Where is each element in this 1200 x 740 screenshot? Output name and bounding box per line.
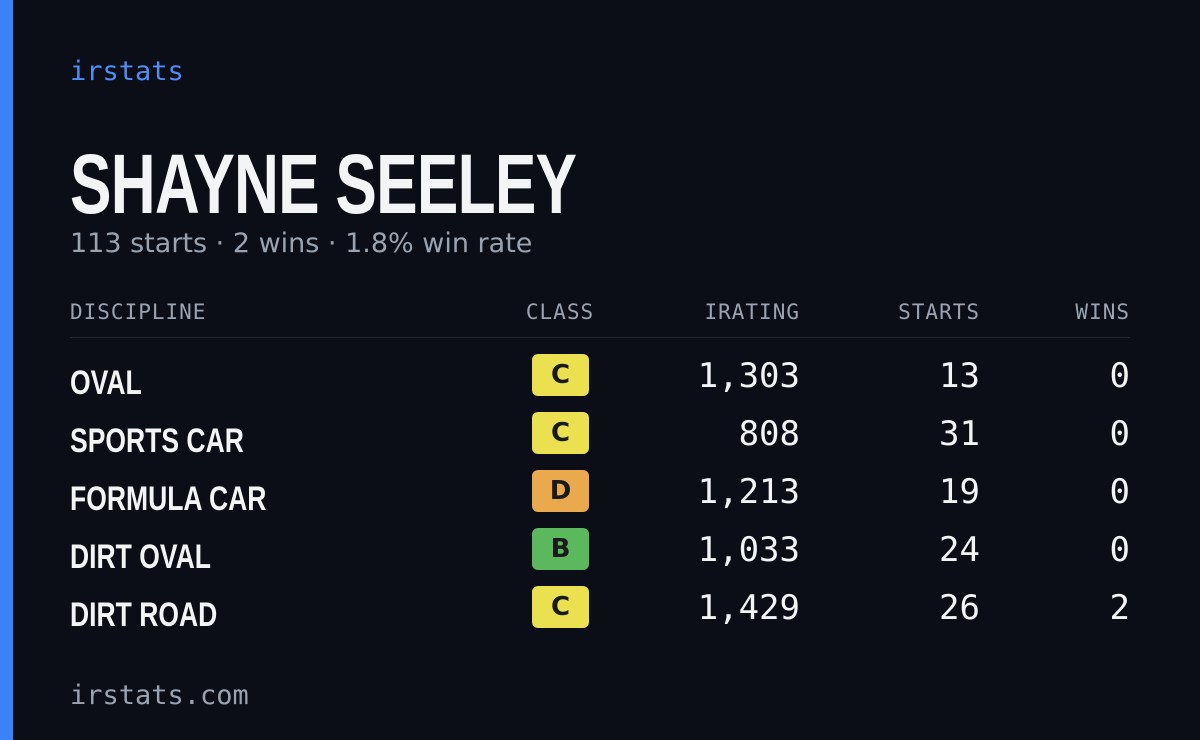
column-header: CLASS [525,300,595,324]
wins: 0 [1109,356,1130,396]
column-header: DISCIPLINE [70,300,207,324]
brand: irstats [70,56,184,87]
accent-stripe [0,0,13,740]
column-header: WINS [1075,300,1130,324]
discipline: DIRT ROAD [70,596,218,634]
wins: 0 [1109,530,1130,570]
class-badge: B [532,528,589,570]
irating: 1,213 [697,472,800,512]
column-header: IRATING [704,300,800,324]
summary: 113 starts · 2 wins · 1.8% win rate [70,228,533,259]
class-badge: D [532,470,589,512]
discipline: SPORTS CAR [70,422,244,460]
starts: 24 [939,530,980,570]
driver-name: SHAYNE SEELEY [70,137,577,231]
class-badge: C [532,354,589,396]
column-header: STARTS [898,300,980,324]
wins: 0 [1109,472,1130,512]
starts: 13 [939,356,980,396]
footer-site: irstats.com [70,680,249,711]
starts: 26 [939,588,980,628]
discipline: FORMULA CAR [70,480,267,518]
discipline: DIRT OVAL [70,538,211,576]
starts: 19 [939,472,980,512]
wins: 2 [1109,588,1130,628]
irating: 1,429 [697,588,800,628]
discipline: OVAL [70,364,142,402]
class-badge: C [532,586,589,628]
starts: 31 [939,414,980,454]
irating: 808 [738,414,800,454]
wins: 0 [1109,414,1130,454]
irating: 1,303 [697,356,800,396]
class-badge: C [532,412,589,454]
header-divider [70,337,1130,338]
irating: 1,033 [697,530,800,570]
